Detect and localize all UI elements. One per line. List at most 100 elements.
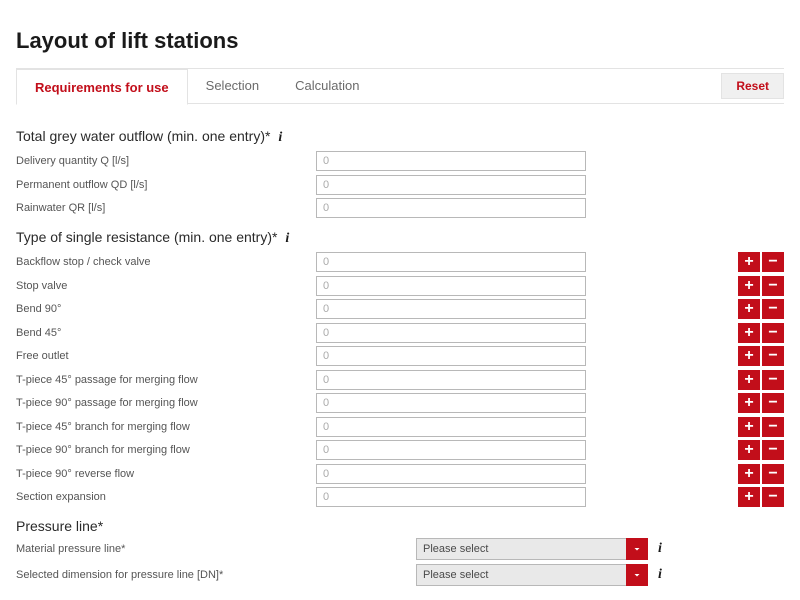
info-icon[interactable]: i xyxy=(658,541,662,557)
input-tp90-pass[interactable] xyxy=(316,393,586,413)
label-delivery-q: Delivery quantity Q [l/s] xyxy=(16,155,316,167)
row-section-exp: Section expansion + − xyxy=(16,486,784,508)
input-delivery-q[interactable] xyxy=(316,151,586,171)
label-tp90-pass: T-piece 90° passage for merging flow xyxy=(16,397,316,409)
input-bend45[interactable] xyxy=(316,323,586,343)
info-icon[interactable]: i xyxy=(278,130,282,145)
row-bend45: Bend 45° + − xyxy=(16,322,784,344)
minus-button[interactable]: − xyxy=(762,487,784,507)
label-backflow: Backflow stop / check valve xyxy=(16,256,316,268)
pm-group: + − xyxy=(738,252,784,272)
pm-group: + − xyxy=(738,440,784,460)
label-rainwater-qr: Rainwater QR [l/s] xyxy=(16,202,316,214)
row-tp45-branch: T-piece 45° branch for merging flow + − xyxy=(16,416,784,438)
minus-button[interactable]: − xyxy=(762,323,784,343)
plus-button[interactable]: + xyxy=(738,299,760,319)
info-icon[interactable]: i xyxy=(658,567,662,583)
plus-button[interactable]: + xyxy=(738,252,760,272)
minus-button[interactable]: − xyxy=(762,370,784,390)
section-grey-water-title: Total grey water outflow (min. one entry… xyxy=(16,128,784,146)
input-tp90-branch[interactable] xyxy=(316,440,586,460)
pm-group: + − xyxy=(738,417,784,437)
select-wrap-material: Please select xyxy=(416,538,648,560)
tab-bar: Requirements for use Selection Calculati… xyxy=(16,68,784,104)
plus-button[interactable]: + xyxy=(738,370,760,390)
tab-requirements[interactable]: Requirements for use xyxy=(16,69,188,105)
row-backflow: Backflow stop / check valve + − xyxy=(16,251,784,273)
pm-group: + − xyxy=(738,393,784,413)
label-tp90-reverse: T-piece 90° reverse flow xyxy=(16,468,316,480)
plus-button[interactable]: + xyxy=(738,276,760,296)
row-delivery-q: Delivery quantity Q [l/s] xyxy=(16,150,784,172)
minus-button[interactable]: − xyxy=(762,417,784,437)
minus-button[interactable]: − xyxy=(762,440,784,460)
pm-group: + − xyxy=(738,299,784,319)
row-tp90-reverse: T-piece 90° reverse flow + − xyxy=(16,463,784,485)
plus-button[interactable]: + xyxy=(738,487,760,507)
row-rainwater-qr: Rainwater QR [l/s] xyxy=(16,197,784,219)
label-material: Material pressure line* xyxy=(16,543,316,555)
input-tp45-pass[interactable] xyxy=(316,370,586,390)
row-free-outlet: Free outlet + − xyxy=(16,345,784,367)
select-dimension[interactable]: Please select xyxy=(416,564,648,586)
row-permanent-qd: Permanent outflow QD [l/s] xyxy=(16,174,784,196)
section-pressure-line-title-text: Pressure line* xyxy=(16,518,103,534)
plus-button[interactable]: + xyxy=(738,417,760,437)
row-bend90: Bend 90° + − xyxy=(16,298,784,320)
minus-button[interactable]: − xyxy=(762,252,784,272)
page-title: Layout of lift stations xyxy=(16,28,784,54)
plus-button[interactable]: + xyxy=(738,440,760,460)
pm-group: + − xyxy=(738,276,784,296)
row-stop-valve: Stop valve + − xyxy=(16,275,784,297)
minus-button[interactable]: − xyxy=(762,393,784,413)
section-grey-water-title-text: Total grey water outflow (min. one entry… xyxy=(16,128,270,144)
label-tp90-branch: T-piece 90° branch for merging flow xyxy=(16,444,316,456)
row-tp90-pass: T-piece 90° passage for merging flow + − xyxy=(16,392,784,414)
section-single-resistance-title-text: Type of single resistance (min. one entr… xyxy=(16,229,277,245)
pm-group: + − xyxy=(738,323,784,343)
row-tp90-branch: T-piece 90° branch for merging flow + − xyxy=(16,439,784,461)
input-tp90-reverse[interactable] xyxy=(316,464,586,484)
section-pressure-line-title: Pressure line* xyxy=(16,518,784,534)
pm-group: + − xyxy=(738,370,784,390)
tab-calculation[interactable]: Calculation xyxy=(277,68,377,104)
input-permanent-qd[interactable] xyxy=(316,175,586,195)
minus-button[interactable]: − xyxy=(762,299,784,319)
section-single-resistance-title: Type of single resistance (min. one entr… xyxy=(16,229,784,247)
label-stop-valve: Stop valve xyxy=(16,280,316,292)
minus-button[interactable]: − xyxy=(762,276,784,296)
label-tp45-pass: T-piece 45° passage for merging flow xyxy=(16,374,316,386)
plus-button[interactable]: + xyxy=(738,346,760,366)
select-material[interactable]: Please select xyxy=(416,538,648,560)
pm-group: + − xyxy=(738,346,784,366)
input-stop-valve[interactable] xyxy=(316,276,586,296)
input-tp45-branch[interactable] xyxy=(316,417,586,437)
label-bend45: Bend 45° xyxy=(16,327,316,339)
label-bend90: Bend 90° xyxy=(16,303,316,315)
tab-selection[interactable]: Selection xyxy=(188,68,277,104)
info-icon[interactable]: i xyxy=(285,231,289,246)
label-free-outlet: Free outlet xyxy=(16,350,316,362)
select-wrap-dimension: Please select xyxy=(416,564,648,586)
plus-button[interactable]: + xyxy=(738,464,760,484)
label-permanent-qd: Permanent outflow QD [l/s] xyxy=(16,179,316,191)
row-material: Material pressure line* Please select i xyxy=(16,538,784,560)
row-tp45-pass: T-piece 45° passage for merging flow + − xyxy=(16,369,784,391)
input-rainwater-qr[interactable] xyxy=(316,198,586,218)
minus-button[interactable]: − xyxy=(762,346,784,366)
pm-group: + − xyxy=(738,487,784,507)
pm-group: + − xyxy=(738,464,784,484)
input-bend90[interactable] xyxy=(316,299,586,319)
minus-button[interactable]: − xyxy=(762,464,784,484)
row-dimension: Selected dimension for pressure line [DN… xyxy=(16,564,784,586)
plus-button[interactable]: + xyxy=(738,393,760,413)
label-tp45-branch: T-piece 45° branch for merging flow xyxy=(16,421,316,433)
input-free-outlet[interactable] xyxy=(316,346,586,366)
label-dimension: Selected dimension for pressure line [DN… xyxy=(16,569,316,581)
form-area: Total grey water outflow (min. one entry… xyxy=(16,104,784,586)
reset-button[interactable]: Reset xyxy=(721,73,784,99)
input-backflow[interactable] xyxy=(316,252,586,272)
input-section-exp[interactable] xyxy=(316,487,586,507)
label-section-exp: Section expansion xyxy=(16,491,316,503)
plus-button[interactable]: + xyxy=(738,323,760,343)
